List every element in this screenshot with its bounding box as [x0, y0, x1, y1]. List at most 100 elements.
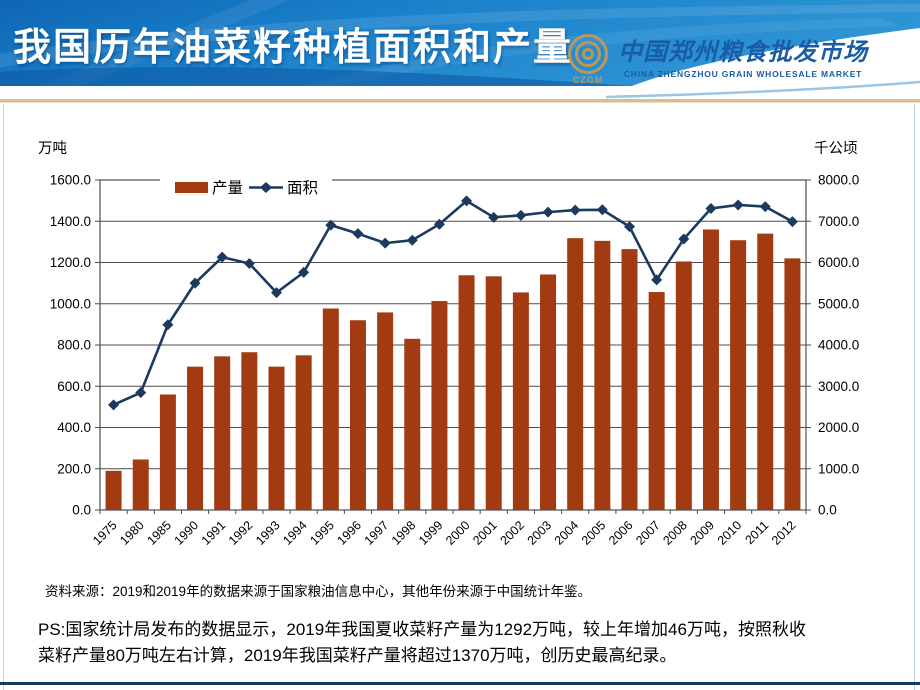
right-axis-tick-label: 7000.0	[818, 214, 859, 229]
left-axis-tick-label: 800.0	[57, 338, 91, 353]
x-axis-label-2003: 2003	[525, 518, 555, 548]
area-line	[113, 199, 794, 406]
production-bar-1999	[431, 301, 448, 510]
left-axis-tick-label: 1400.0	[50, 214, 91, 229]
legend-label-production: 产量	[212, 179, 243, 197]
left-axis-tick-label: 1600.0	[50, 173, 91, 188]
area-line-markers	[108, 195, 798, 411]
right-axis-tick-label: 2000.0	[818, 420, 859, 435]
x-axis-label-1993: 1993	[253, 518, 283, 548]
header-dark-wave	[0, 67, 632, 86]
area-marker-1999	[433, 218, 445, 230]
legend-swatch-production	[175, 182, 208, 193]
x-axis-label-1992: 1992	[226, 518, 256, 548]
area-marker-1995	[325, 219, 337, 231]
left-axis-tick-label: 1000.0	[50, 296, 91, 311]
right-axis-tick-label: 4000.0	[818, 338, 859, 353]
x-axis-label-1995: 1995	[307, 518, 337, 548]
source-note: 资料来源：2019和2019年的数据来源于国家粮油信息中心，其他年份来源于中国统…	[45, 584, 592, 599]
area-marker-1990	[189, 277, 201, 289]
page-title: 我国历年油菜籽种植面积和产量	[13, 27, 574, 69]
right-edge-line	[914, 104, 915, 690]
x-axis-label-1994: 1994	[280, 518, 310, 548]
left-axis-unit-label: 万吨	[38, 140, 67, 157]
area-marker-2004	[569, 204, 581, 216]
production-bar-1992	[241, 352, 258, 510]
right-axis-tick-label: 0.0	[818, 503, 837, 518]
ps-note-line-2: 菜籽产量80万吨左右计算，2019年我国菜籽产量将超过1370万吨，创历史最高纪…	[38, 646, 677, 666]
x-axis-label-1998: 1998	[389, 518, 419, 548]
production-bar-1991	[214, 356, 231, 510]
x-axis-label-1991: 1991	[199, 518, 229, 548]
left-axis-tick-label: 0.0	[72, 503, 91, 518]
logo-name-en: CHINA ZHENGZHOU GRAIN WHOLESALE MARKET	[623, 68, 863, 79]
x-axis-label-1985: 1985	[144, 518, 174, 548]
x-axis-label-2005: 2005	[579, 518, 609, 548]
logo-name-cn: 中国郑州粮食批发市场	[618, 39, 868, 67]
area-marker-1997	[379, 237, 391, 249]
x-axis-label-1999: 1999	[416, 518, 446, 548]
chart-svg: 0.0 0.0 200.0 1000.0 400.0 2000.0 600.0 3000.0 8…	[38, 140, 859, 548]
production-bar-1995	[322, 308, 339, 510]
x-axis-label-2008: 2008	[660, 518, 690, 548]
production-bar-2011	[757, 233, 774, 510]
area-marker-2001	[488, 211, 500, 223]
ps-note: PS:国家统计局发布的数据显示，2019年我国夏收菜籽产量为1292万吨，较上年…	[38, 617, 893, 670]
left-axis-tick-label: 400.0	[57, 420, 91, 435]
right-axis-unit-label: 千公顷	[814, 140, 858, 157]
x-axis-label-2006: 2006	[606, 518, 636, 548]
production-bar-1994	[295, 355, 312, 510]
logo-monogram: CZGM	[572, 75, 604, 85]
header-accent-curve	[605, 80, 920, 99]
x-axis-label-2011: 2011	[742, 518, 771, 547]
header-blue-band	[0, 0, 920, 86]
area-marker-2007	[651, 274, 663, 286]
x-axis-label-2009: 2009	[688, 518, 718, 548]
production-bar-1990	[187, 366, 204, 510]
area-marker-2012	[786, 216, 798, 228]
production-bar-2009	[702, 229, 719, 510]
production-bar-2006	[621, 249, 638, 510]
x-axis-label-2007: 2007	[633, 518, 663, 548]
production-bar-2012	[784, 258, 801, 510]
production-bar-1998	[404, 338, 421, 510]
production-bar-2002	[512, 292, 529, 510]
area-marker-2002	[515, 209, 527, 221]
right-axis-tick-label: 1000.0	[818, 461, 859, 476]
x-axis-label-2010: 2010	[715, 518, 745, 548]
production-bar-1996	[349, 320, 366, 510]
chart-legend: 产量 面积	[175, 179, 318, 197]
area-marker-1985	[162, 319, 174, 331]
left-axis-tick-label: 600.0	[57, 379, 91, 394]
area-marker-2003	[542, 206, 554, 218]
production-bar-2000	[458, 275, 475, 510]
production-bar-1980	[132, 459, 149, 510]
area-marker-2009	[705, 202, 717, 214]
production-bar-1975	[105, 470, 122, 510]
production-bar-1997	[377, 312, 394, 510]
area-marker-2010	[732, 199, 744, 211]
x-axis-label-2002: 2002	[497, 518, 527, 548]
area-marker-1991	[216, 251, 228, 263]
production-bar-2004	[567, 238, 584, 510]
x-axis-label-1990: 1990	[172, 518, 202, 548]
area-marker-1993	[271, 287, 282, 299]
area-marker-1975	[108, 399, 120, 411]
production-area-chart: 0.0 0.0 200.0 1000.0 400.0 2000.0 600.0 3000.0 8…	[0, 115, 920, 575]
org-logo: CZGM 中国郑州粮食批发市场 CHINA ZHENGZHOU GRAIN WH…	[568, 34, 868, 85]
x-axis-label-2012: 2012	[769, 518, 799, 548]
production-bar-1985	[159, 394, 176, 510]
area-marker-1994	[298, 266, 310, 278]
x-axis-label-1996: 1996	[335, 518, 365, 548]
area-marker-1996	[352, 228, 364, 240]
left-axis-tick-label: 1200.0	[50, 255, 91, 270]
production-bar-2007	[648, 291, 665, 510]
logo-emblem-icon: CZGM	[568, 34, 608, 85]
area-marker-1992	[243, 258, 255, 270]
right-axis-tick-label: 6000.0	[818, 255, 859, 270]
production-bar-2001	[485, 276, 502, 510]
production-bar-2008	[675, 261, 692, 510]
bottom-rule	[0, 682, 920, 685]
left-edge-line	[3, 104, 4, 690]
